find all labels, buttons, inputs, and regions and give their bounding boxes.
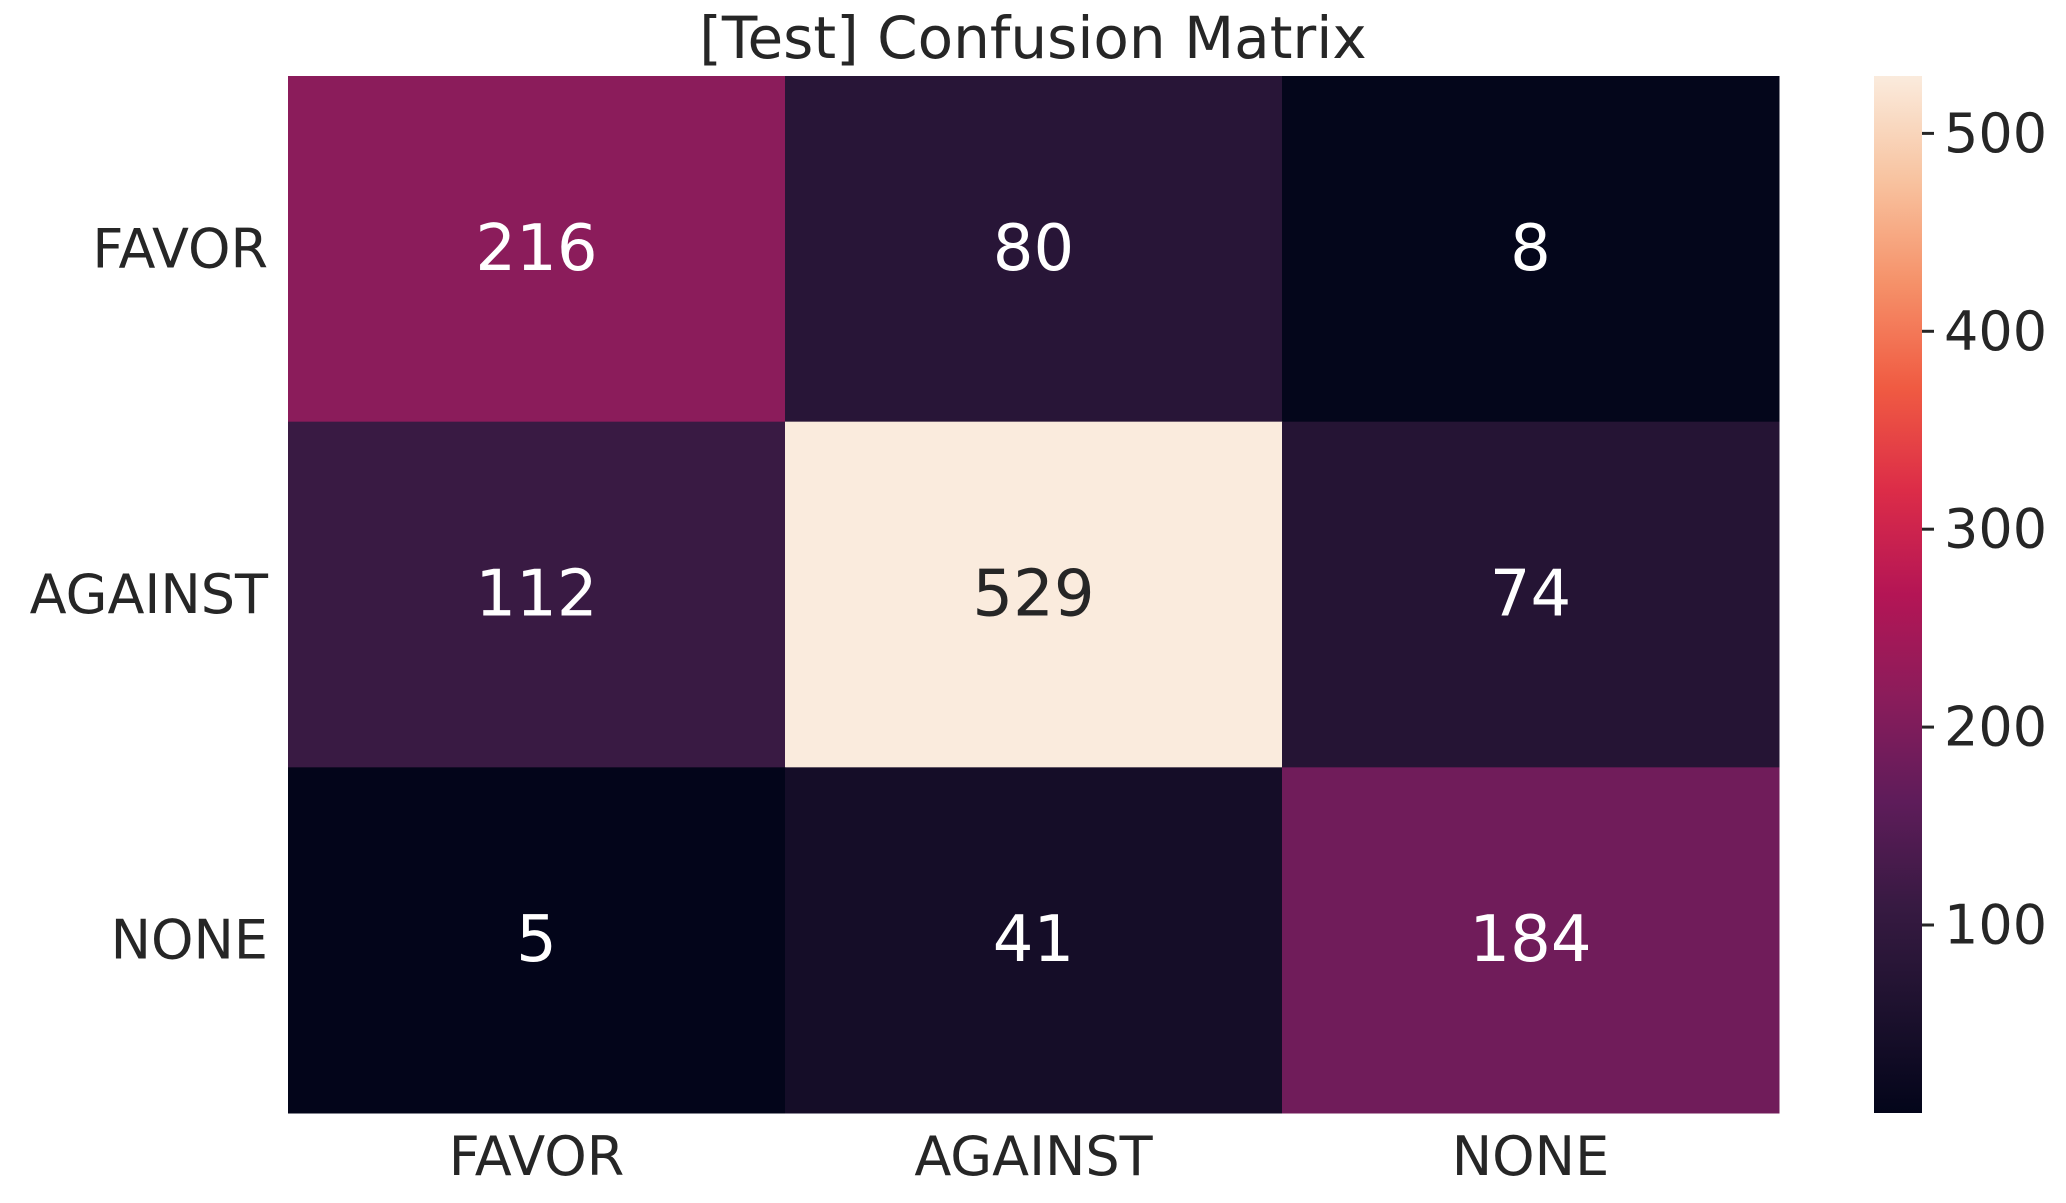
cell-value-label: 184 [1469, 903, 1591, 977]
y-tick-label: NONE [111, 909, 268, 972]
colorbar-ticks: 100 200 300 400 500 [1922, 102, 2047, 956]
x-axis-tick-labels: FAVOR AGAINST NONE [449, 1125, 1610, 1188]
cell-value-labels: 216 80 8 112 529 74 5 41 184 [475, 212, 1591, 977]
colorbar-tick-label: 300 [1944, 498, 2047, 561]
x-tick-label: FAVOR [449, 1125, 625, 1188]
heatmap-cell [785, 767, 1283, 1114]
cell-value-label: 216 [475, 212, 597, 286]
x-tick-label: NONE [1452, 1125, 1609, 1188]
colorbar [1874, 76, 1922, 1113]
y-tick-label: AGAINST [30, 563, 269, 626]
colorbar-tick-label: 200 [1944, 696, 2047, 759]
heatmap-cell [785, 421, 1283, 768]
heatmap-cell [288, 767, 786, 1114]
cell-value-label: 529 [972, 558, 1094, 632]
y-axis-tick-labels: FAVOR AGAINST NONE [30, 217, 269, 971]
heatmap-cell [785, 76, 1283, 423]
heatmap-cell [288, 421, 786, 768]
cell-value-label: 80 [993, 212, 1074, 286]
cell-value-label: 41 [993, 903, 1074, 977]
chart-title: [Test] Confusion Matrix [699, 4, 1366, 72]
heatmap-cells [288, 76, 1780, 1114]
cell-value-label: 8 [1510, 212, 1551, 286]
colorbar-tick-label: 400 [1944, 300, 2047, 363]
colorbar-tick-label: 100 [1944, 893, 2047, 956]
heatmap-cell [1282, 421, 1780, 768]
cell-value-label: 112 [475, 558, 597, 632]
heatmap-cell [1282, 767, 1780, 1114]
heatmap-cell [288, 76, 786, 423]
y-tick-label: FAVOR [92, 217, 268, 280]
heatmap-cell [1282, 76, 1780, 423]
x-tick-label: AGAINST [914, 1125, 1153, 1188]
cell-value-label: 74 [1490, 558, 1571, 632]
cell-value-label: 5 [516, 903, 557, 977]
colorbar-tick-label: 500 [1944, 102, 2047, 165]
